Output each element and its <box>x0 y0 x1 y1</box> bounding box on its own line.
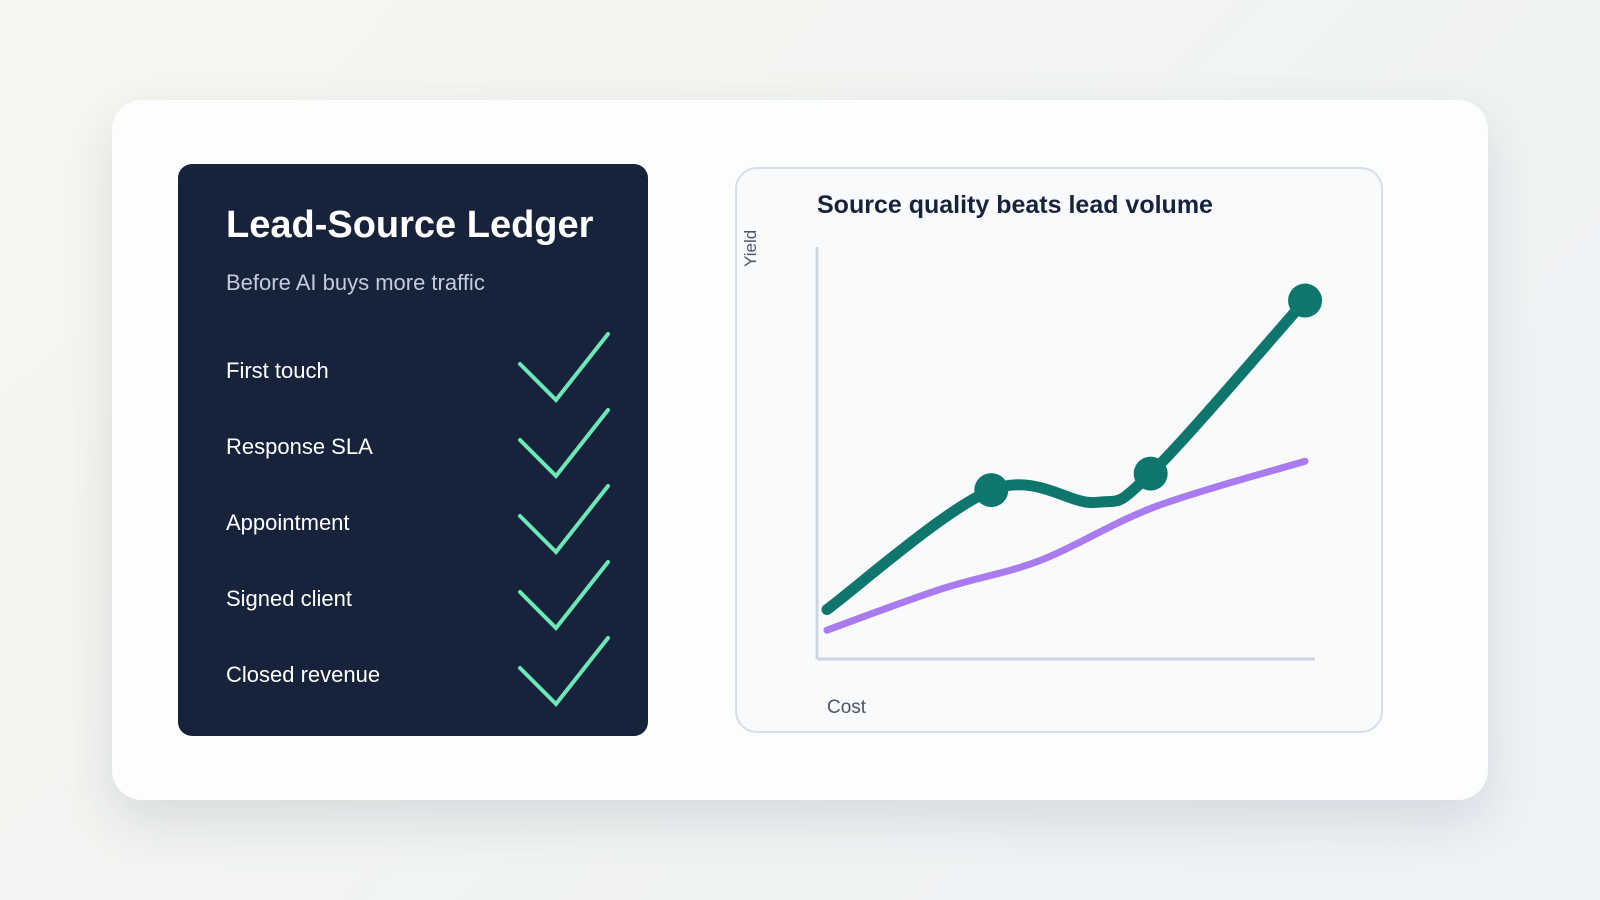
data-point-marker <box>974 473 1009 508</box>
check-icon <box>518 560 610 632</box>
step-label: Closed revenue <box>226 662 381 687</box>
check-icon <box>518 484 610 556</box>
step-label: Appointment <box>226 510 350 535</box>
ledger-step-appointment: Appointment <box>226 484 626 586</box>
lead-source-ledger-panel: Lead-Source Ledger Before AI buys more t… <box>178 164 648 736</box>
ledger-step-response-sla: Response SLA <box>226 408 626 510</box>
step-label: Response SLA <box>226 434 373 459</box>
ledger-subtitle: Before AI buys more traffic <box>226 270 485 295</box>
data-point-marker <box>1288 283 1323 318</box>
ledger-step-closed-revenue: Closed revenue <box>226 636 626 738</box>
chart-title: Source quality beats lead volume <box>817 191 1213 219</box>
check-icon <box>518 332 610 404</box>
x-axis-label: Cost <box>827 697 867 718</box>
series-line-1 <box>821 295 1311 616</box>
data-point-marker <box>1133 456 1168 491</box>
check-icon <box>518 636 610 708</box>
step-label: Signed client <box>226 586 352 611</box>
check-icon <box>518 408 610 480</box>
chart-panel: Source quality beats lead volume Yield C… <box>735 167 1383 733</box>
line-chart <box>815 247 1323 661</box>
ledger-step-signed-client: Signed client <box>226 560 626 662</box>
slide-card: Lead-Source Ledger Before AI buys more t… <box>112 100 1488 800</box>
step-label: First touch <box>226 358 329 383</box>
series-layer <box>821 283 1323 634</box>
series-line-2 <box>823 457 1309 634</box>
ledger-step-first-touch: First touch <box>226 332 626 434</box>
ledger-title: Lead-Source Ledger <box>226 204 594 246</box>
